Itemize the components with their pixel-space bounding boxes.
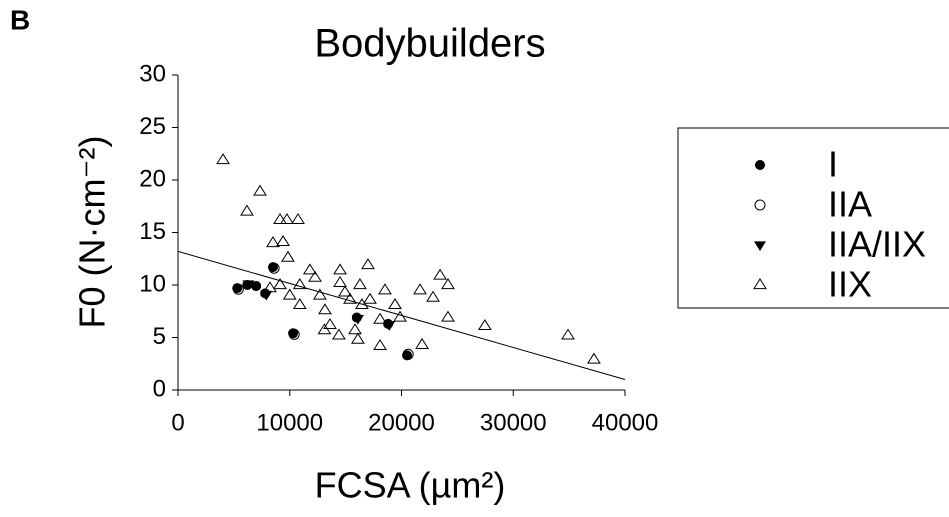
x-tick-label: 0	[171, 409, 184, 436]
point	[388, 298, 402, 310]
point	[288, 328, 300, 340]
x-tick-label: 40000	[592, 409, 659, 436]
point	[216, 153, 230, 165]
point	[351, 332, 365, 344]
trendline	[177, 250, 626, 380]
legend-box	[677, 127, 949, 309]
point	[363, 292, 377, 304]
y-tick-label: 0	[153, 375, 166, 402]
point	[351, 315, 364, 325]
point	[291, 212, 305, 224]
x-tick-label: 10000	[256, 409, 323, 436]
point	[308, 270, 322, 282]
point	[292, 278, 307, 290]
point	[332, 328, 346, 340]
point	[426, 290, 440, 302]
point	[441, 278, 455, 290]
x-axis-label: FCSA (µm²)	[315, 465, 506, 506]
point	[338, 285, 352, 297]
point	[273, 278, 287, 290]
point	[413, 283, 427, 295]
point	[273, 212, 287, 224]
point	[561, 328, 575, 340]
point	[253, 184, 267, 196]
point	[318, 303, 332, 315]
point	[282, 288, 297, 300]
point	[280, 212, 294, 224]
point	[323, 317, 337, 329]
point	[433, 268, 447, 280]
point	[393, 310, 407, 322]
y-tick-label: 30	[139, 60, 166, 87]
point	[266, 236, 280, 248]
point	[276, 235, 290, 247]
point	[373, 338, 387, 350]
chart-title: Bodybuilders	[314, 22, 545, 66]
point	[292, 298, 307, 310]
point	[348, 323, 362, 335]
legend-marker	[755, 160, 765, 170]
point	[268, 262, 280, 274]
panel-label: B	[10, 4, 30, 35]
legend-label: I	[828, 144, 838, 185]
x-tick-label: 20000	[368, 409, 435, 436]
y-tick-label: 15	[139, 218, 166, 245]
point	[415, 337, 429, 349]
point	[343, 292, 357, 304]
point	[383, 321, 396, 331]
legend-marker	[754, 241, 766, 251]
point	[281, 250, 295, 262]
legend-label: IIA/IIX	[828, 224, 926, 265]
point	[353, 278, 367, 290]
point	[232, 283, 244, 295]
legend-label: IIA	[828, 184, 872, 225]
point	[302, 263, 317, 275]
point	[333, 275, 347, 287]
y-tick-label: 20	[139, 165, 166, 192]
point	[402, 348, 414, 360]
point	[251, 281, 262, 292]
point	[441, 310, 455, 322]
legend-marker	[753, 278, 767, 290]
point	[242, 280, 255, 290]
y-tick-label: 5	[153, 323, 166, 350]
point	[260, 290, 273, 301]
legend-marker	[754, 199, 766, 211]
point	[378, 283, 392, 295]
point	[477, 319, 492, 331]
legend-label: IIX	[828, 264, 872, 305]
y-tick-label: 10	[139, 270, 166, 297]
point	[313, 288, 327, 300]
point	[373, 312, 387, 324]
point	[587, 352, 601, 364]
point	[361, 258, 375, 270]
y-axis-label: F0 (N·cm⁻²)	[72, 136, 113, 329]
point	[333, 263, 347, 275]
point	[317, 323, 332, 335]
x-tick-label: 30000	[480, 409, 547, 436]
y-tick-label: 25	[139, 113, 166, 140]
point	[240, 204, 254, 216]
